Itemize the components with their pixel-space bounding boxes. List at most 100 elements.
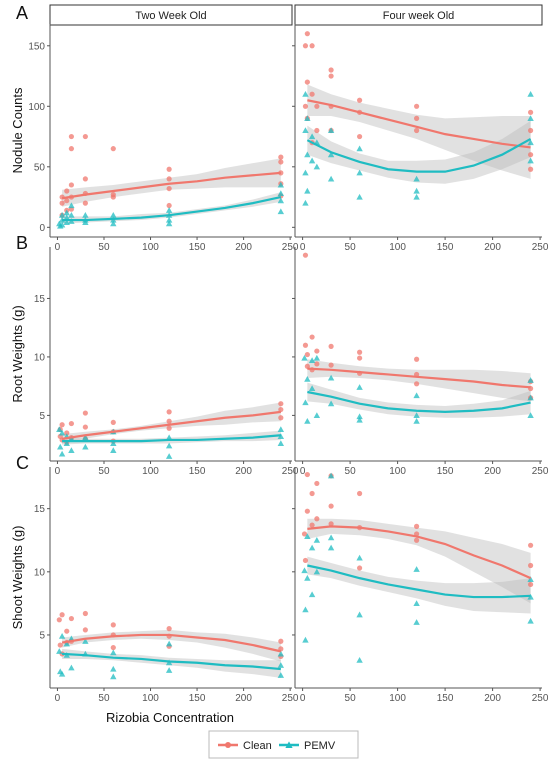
data-point-clean	[528, 562, 534, 569]
data-point-clean	[528, 152, 534, 158]
data-point-pemv	[356, 657, 363, 663]
y-tick-label: 15	[34, 294, 46, 305]
data-point-pemv	[277, 672, 285, 678]
data-point-pemv	[63, 440, 70, 447]
data-point-clean	[309, 490, 315, 497]
data-point-pemv	[302, 90, 309, 97]
data-point-pemv	[58, 633, 66, 639]
x-axis-label: Rizobia Concentration	[106, 710, 234, 725]
data-point-pemv	[356, 413, 363, 420]
data-point-pemv	[165, 640, 173, 647]
trend-line-pemv	[62, 434, 281, 443]
confidence-band-clean	[307, 359, 531, 402]
data-point-clean	[414, 103, 420, 109]
data-point-clean	[64, 198, 70, 204]
data-point-pemv	[527, 115, 534, 121]
data-point-clean	[314, 103, 320, 109]
data-point-pemv	[110, 673, 117, 680]
data-point-clean	[304, 351, 310, 358]
data-point-pemv	[356, 169, 363, 176]
data-point-clean	[110, 146, 116, 152]
data-point-clean	[166, 166, 172, 172]
data-point-pemv	[165, 667, 173, 673]
confidence-band-pemv	[307, 556, 531, 614]
data-point-pemv	[313, 568, 321, 575]
data-point-clean	[64, 628, 70, 634]
data-point-pemv	[302, 127, 309, 134]
data-point-pemv	[413, 175, 420, 182]
x-tick-label: 150	[437, 693, 454, 704]
data-point-clean	[528, 581, 534, 588]
data-point-pemv	[277, 650, 285, 657]
data-point-pemv	[327, 472, 335, 479]
data-point-pemv	[277, 662, 285, 668]
data-point-clean	[59, 422, 65, 428]
data-point-clean	[357, 490, 363, 497]
x-tick-label: 100	[389, 242, 406, 253]
data-point-pemv	[68, 447, 75, 454]
x-tick-label: 250	[282, 242, 299, 253]
data-point-pemv	[413, 566, 420, 572]
x-tick-label: 250	[532, 466, 549, 477]
data-point-clean	[278, 154, 284, 160]
data-point-pemv	[82, 434, 89, 441]
x-tick-label: 200	[484, 242, 501, 253]
data-point-pemv	[304, 418, 311, 424]
trend-line-pemv	[307, 564, 531, 599]
data-point-pemv	[58, 450, 66, 457]
data-point-pemv	[313, 537, 321, 543]
x-tick-label: 250	[532, 693, 549, 704]
data-point-pemv	[527, 139, 534, 146]
x-tick-label: 150	[437, 466, 454, 477]
data-point-clean	[302, 342, 309, 348]
x-tick-label: 100	[142, 693, 159, 704]
facet-strip	[49, 4, 293, 26]
data-point-clean	[301, 531, 308, 537]
data-point-pemv	[277, 181, 285, 188]
data-point-clean	[328, 521, 334, 527]
trend-line-clean	[307, 367, 531, 389]
data-point-pemv	[413, 412, 420, 418]
data-point-pemv	[527, 377, 534, 383]
data-point-pemv	[165, 207, 173, 213]
data-point-clean	[357, 355, 363, 361]
data-point-pemv	[302, 606, 309, 613]
data-point-pemv	[356, 611, 363, 618]
data-point-clean	[278, 159, 284, 165]
x-tick-label: 250	[282, 693, 299, 704]
data-point-pemv	[63, 209, 70, 216]
data-point-pemv	[277, 208, 285, 215]
y-tick-label: 15	[34, 504, 46, 515]
x-tick-label: 0	[300, 242, 306, 253]
panel-letter: A	[16, 3, 28, 23]
data-point-clean	[56, 617, 62, 623]
data-point-clean	[528, 109, 534, 115]
data-point-pemv	[313, 163, 321, 170]
data-point-clean	[82, 176, 88, 182]
x-tick-label: 100	[142, 466, 159, 477]
data-point-pemv	[356, 193, 363, 200]
x-tick-label: 0	[300, 693, 306, 704]
x-tick-label: 200	[235, 466, 252, 477]
data-point-clean	[357, 97, 363, 103]
data-point-clean	[166, 418, 172, 424]
data-point-clean	[278, 406, 284, 413]
data-point-pemv	[68, 664, 75, 671]
data-point-clean	[59, 612, 65, 618]
data-point-pemv	[327, 127, 335, 134]
data-point-clean	[309, 522, 315, 528]
data-point-pemv	[63, 640, 70, 647]
data-point-clean	[314, 348, 320, 354]
data-point-clean	[110, 644, 116, 651]
confidence-band-pemv	[62, 648, 281, 678]
legend-label: PEMV	[304, 740, 336, 752]
data-point-clean	[314, 127, 320, 134]
x-tick-label: 0	[300, 466, 306, 477]
data-point-clean	[528, 127, 534, 134]
data-point-clean	[57, 642, 63, 648]
x-tick-label: 50	[345, 466, 357, 477]
data-point-pemv	[165, 442, 173, 449]
y-tick-label: 10	[34, 352, 46, 363]
trend-line-clean	[61, 410, 281, 440]
